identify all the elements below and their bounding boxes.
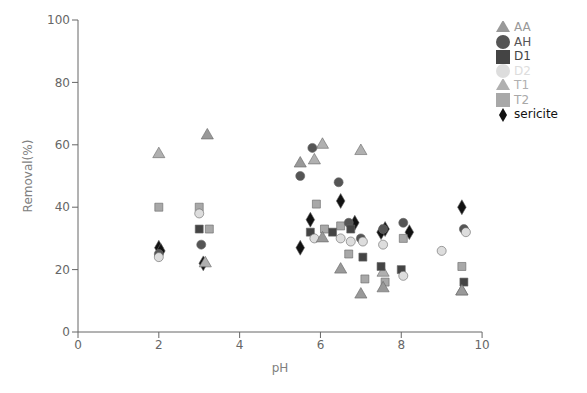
svg-text:Removal(%): Removal(%) xyxy=(21,140,35,213)
svg-text:100: 100 xyxy=(47,13,70,27)
svg-text:0: 0 xyxy=(74,338,82,352)
svg-text:pH: pH xyxy=(272,361,289,375)
svg-text:40: 40 xyxy=(55,200,70,214)
svg-text:20: 20 xyxy=(55,263,70,277)
html-text:D1: D1 xyxy=(514,49,531,63)
svg-text:8: 8 xyxy=(397,338,405,352)
svg-text:60: 60 xyxy=(55,138,70,152)
svg-text:80: 80 xyxy=(55,76,70,90)
html-text:T2: T2 xyxy=(514,92,529,107)
html-text:D2: D2 xyxy=(514,63,531,78)
html-text:AA: AA xyxy=(514,20,531,34)
svg-text:6: 6 xyxy=(317,338,325,352)
svg-text:10: 10 xyxy=(474,338,489,352)
html-text:sericite: sericite xyxy=(514,107,558,121)
svg-text:4: 4 xyxy=(236,338,244,352)
svg-text:2: 2 xyxy=(155,338,163,352)
svg-text:0: 0 xyxy=(62,325,70,339)
html-text:T1: T1 xyxy=(514,78,529,92)
html-text:AH: AH xyxy=(514,34,532,49)
